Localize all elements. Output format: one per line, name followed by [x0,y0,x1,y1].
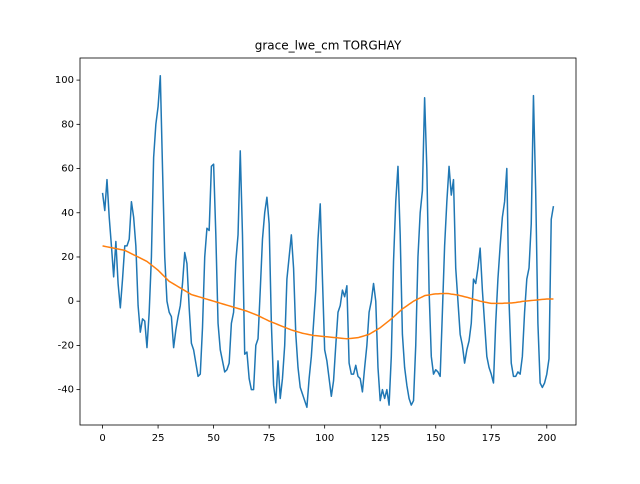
x-tick-label: 175 [482,433,501,444]
x-tick-label: 150 [426,433,445,444]
x-tick-label: 50 [207,433,220,444]
y-tick-label: 60 [61,164,74,175]
plot-frame [79,57,577,426]
series-line [101,74,555,409]
x-tick-label: 100 [315,433,334,444]
x-tick-label: 25 [152,433,165,444]
x-tick-label: 200 [537,433,556,444]
y-tick-label: 80 [61,119,74,130]
x-tick-label: 0 [99,433,105,444]
x-tick-label: 125 [371,433,390,444]
y-tick-label: 20 [61,252,74,263]
chart-title: grace_lwe_cm TORGHAY [255,39,402,53]
x-tick-label: 75 [263,433,276,444]
y-tick-label: -20 [58,340,74,351]
y-tick-label: -40 [58,385,74,396]
y-tick-label: 100 [55,75,74,86]
y-tick-label: 40 [61,208,74,219]
series-line [102,245,554,340]
y-tick-label: 0 [68,296,74,307]
